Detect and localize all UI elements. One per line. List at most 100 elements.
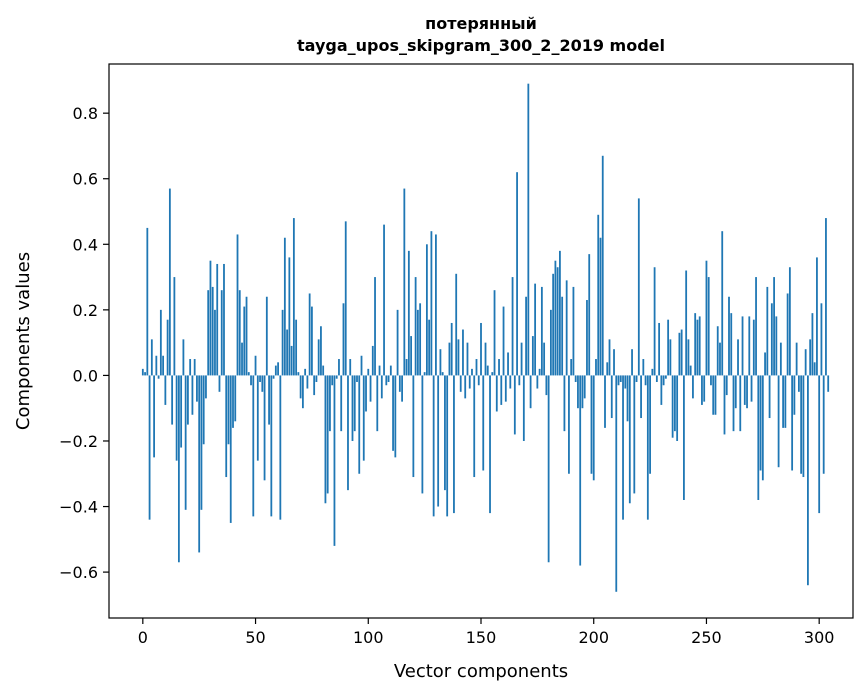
bar [554,260,557,376]
bar [351,375,354,441]
bar [773,277,775,376]
bar [622,375,624,520]
bar [782,375,785,428]
x-tick-label: 50 [245,628,265,647]
bar [329,375,331,432]
bar [171,375,174,425]
bar [752,319,755,376]
bar [477,375,480,386]
bar [513,375,516,435]
bar [547,375,550,563]
bar [549,309,552,376]
bar [349,359,352,376]
bar [779,342,782,376]
bar [419,303,422,376]
bar [586,300,588,376]
bar [818,375,821,514]
bar [340,375,343,432]
bar [646,375,649,520]
bar [671,375,674,438]
bar [606,362,609,376]
bar [162,355,165,376]
bar [389,365,392,376]
bar [453,375,455,514]
bar [811,313,814,376]
bar [750,375,753,402]
bar [214,309,216,376]
bar [800,375,803,474]
bar [730,313,733,376]
bar [344,221,347,376]
y-tick-label: 0.0 [73,366,98,385]
bar [816,257,818,376]
bar [538,368,541,376]
bar [380,375,383,399]
bar [732,375,735,432]
bar [667,319,670,376]
bar [283,237,286,376]
bar [216,263,219,376]
bar [326,375,329,494]
bar [281,309,284,376]
bar [635,375,638,382]
bar [356,375,358,382]
bar [728,296,730,376]
bar [786,293,789,376]
bar [207,290,210,376]
bar [608,339,611,376]
bar [721,231,724,376]
y-tick-label: −0.4 [59,498,98,517]
bar [410,336,413,376]
bar [265,296,268,376]
bar [669,339,672,376]
bar [365,375,367,412]
x-tick-label: 250 [691,628,722,647]
bar [279,375,282,520]
bar [295,319,298,376]
bar [387,375,390,382]
bar [308,293,311,376]
bar [374,277,376,376]
x-tick-label: 0 [138,628,148,647]
bar [543,342,546,376]
bar [655,375,658,382]
bar [613,349,615,376]
bar [299,375,302,399]
bar [385,375,388,386]
bar [191,375,194,415]
bar [716,326,719,376]
bar [401,375,403,402]
bar [407,250,410,376]
bar [746,375,748,409]
bar [486,365,489,376]
bar [791,375,794,471]
bar [703,375,706,402]
bar [378,365,381,376]
bar [642,359,645,376]
bar [446,375,449,517]
bar [588,254,591,376]
bar [500,375,503,405]
bar [795,342,798,376]
x-tick-label: 300 [804,628,835,647]
bar [187,375,189,425]
bar [306,375,309,389]
bar [628,375,631,504]
bar [168,188,171,376]
bar [369,375,372,402]
bar [712,375,715,415]
bar [495,375,498,412]
x-tick-label: 200 [578,628,609,647]
bar [232,375,234,428]
plot-frame [108,63,854,619]
bar [777,375,780,468]
bar [475,359,478,376]
bar [825,218,827,376]
bar [234,375,237,422]
bar [209,260,212,376]
bar [570,359,573,376]
y-tick-label: −0.2 [59,432,98,451]
bar [802,375,805,478]
bar [252,375,255,517]
